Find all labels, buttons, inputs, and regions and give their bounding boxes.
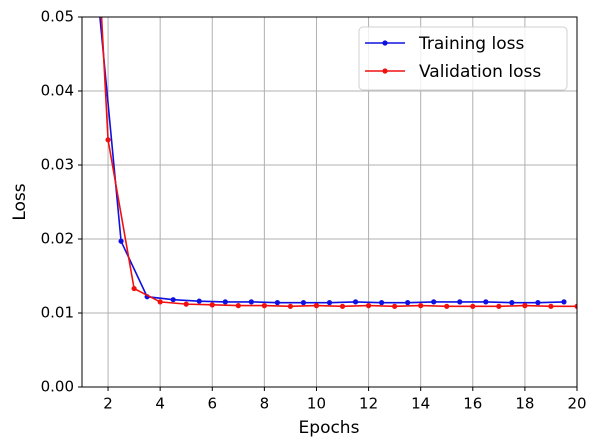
point — [418, 303, 424, 309]
point — [118, 238, 124, 244]
point — [431, 299, 437, 305]
point — [300, 300, 307, 306]
point — [444, 303, 450, 309]
point — [326, 300, 333, 306]
line — [100, 17, 577, 308]
point — [313, 303, 320, 309]
point — [339, 303, 346, 309]
point — [379, 300, 385, 306]
point — [196, 298, 202, 304]
axes-frame — [81, 16, 578, 388]
point — [248, 299, 254, 305]
point — [574, 303, 577, 309]
y-tick-label: 0.04 — [41, 82, 74, 100]
x-tick-label: 2 — [103, 395, 113, 413]
point — [509, 300, 515, 306]
point — [157, 299, 163, 305]
point — [105, 137, 111, 143]
point — [392, 303, 398, 309]
point — [170, 297, 176, 303]
point — [131, 285, 137, 292]
point — [209, 302, 215, 308]
point — [496, 303, 502, 309]
x-tick-label: 18 — [515, 395, 534, 413]
y-tick-label: 0.05 — [41, 8, 74, 26]
point — [483, 299, 489, 305]
point — [548, 303, 554, 309]
legend-marker — [382, 68, 388, 74]
point — [405, 300, 411, 306]
y-tick-label: 0.00 — [41, 378, 74, 396]
x-tick-label: 8 — [260, 395, 270, 413]
point — [522, 303, 528, 309]
x-tick-label: 10 — [307, 395, 326, 413]
point — [561, 299, 567, 305]
y-axis-label: Loss — [10, 183, 30, 220]
point — [535, 300, 541, 306]
legend-label: Training loss — [418, 34, 524, 54]
x-tick-label: 6 — [207, 395, 217, 413]
y-tick-label: 0.03 — [41, 156, 74, 174]
point — [352, 299, 359, 305]
legend-box — [358, 26, 568, 91]
point — [470, 303, 476, 309]
x-axis-label: Epochs — [299, 418, 360, 438]
point — [261, 303, 267, 309]
point — [287, 303, 294, 309]
x-tick-label: 14 — [411, 395, 430, 413]
point — [235, 303, 241, 309]
y-tick-label: 0.01 — [41, 304, 74, 322]
point — [274, 300, 280, 306]
point — [457, 299, 463, 305]
legend-label: Validation loss — [419, 62, 541, 82]
point — [365, 303, 372, 309]
point — [222, 299, 228, 305]
x-tick-label: 20 — [567, 395, 586, 413]
point — [183, 301, 189, 307]
plot-area — [99, 17, 577, 309]
y-tick-label: 0.02 — [41, 230, 74, 248]
x-tick-label: 16 — [463, 395, 482, 413]
legend-marker — [382, 40, 388, 46]
x-tick-label: 12 — [359, 395, 378, 413]
x-tick-label: 4 — [155, 395, 165, 413]
